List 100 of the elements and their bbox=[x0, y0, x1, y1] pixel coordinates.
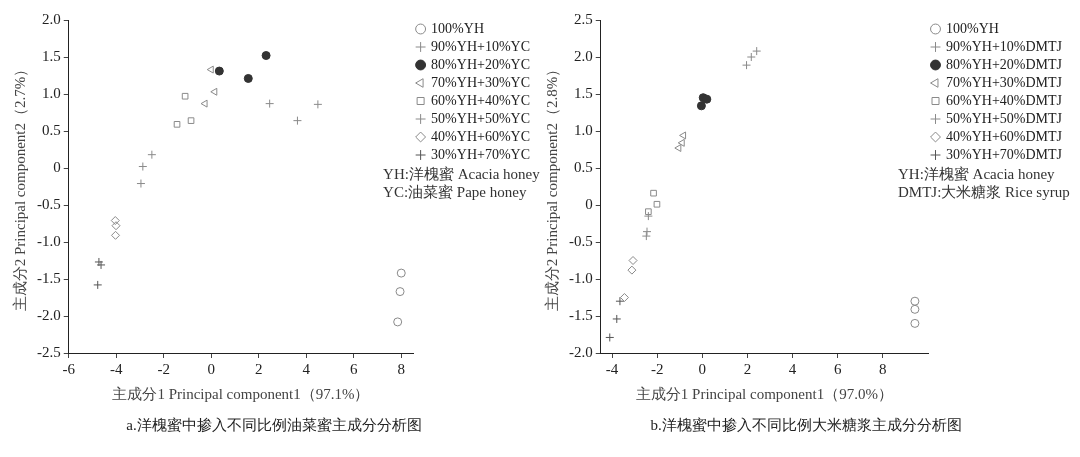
text: b.洋槐蜜中掺入不同比例大米糖浆主成分分析图 bbox=[649, 416, 963, 435]
x-tick-label: 8 bbox=[879, 360, 887, 377]
annotation: YH:洋槐蜜 Acacia honey bbox=[383, 166, 541, 183]
y-tick-label: -2.0 bbox=[569, 343, 593, 360]
point bbox=[111, 221, 121, 231]
x-tick-label: 0 bbox=[207, 360, 215, 377]
y-tick-label: 1.5 bbox=[42, 47, 61, 64]
y-tick-label: 1.0 bbox=[574, 121, 593, 138]
point bbox=[910, 318, 920, 328]
y-tick-label: 2.5 bbox=[574, 10, 593, 27]
x-tick-label: 0 bbox=[698, 360, 707, 377]
point bbox=[181, 92, 189, 100]
y-tick-label: -1.0 bbox=[37, 232, 61, 249]
legend-label: 90%YH+10%DMTJ bbox=[946, 38, 1063, 54]
y-tick-label: 1.5 bbox=[574, 84, 593, 101]
point bbox=[619, 293, 629, 302]
y-tick-label: 0 bbox=[585, 195, 593, 212]
y-tick-label: -2.5 bbox=[37, 343, 61, 360]
x-tick-label: 8 bbox=[397, 360, 405, 377]
y-tick-label: 2.0 bbox=[574, 47, 593, 64]
x-tick-label: -4 bbox=[109, 360, 123, 377]
x-tick-label: 2 bbox=[254, 360, 263, 377]
legend-label: 80%YH+20%DMTJ bbox=[946, 56, 1063, 72]
x-tick-label: 6 bbox=[833, 360, 842, 377]
legend-label: 80%YH+20%YC bbox=[431, 56, 530, 72]
x-tick-label: -2 bbox=[650, 360, 664, 377]
y-tick-label: 1.0 bbox=[42, 84, 61, 101]
point bbox=[111, 230, 121, 240]
annotation: DMTJ:大米糖浆 Rice syrup bbox=[898, 184, 1070, 201]
legend-label: 70%YH+30%DMTJ bbox=[946, 74, 1063, 90]
y-tick-label: 0 bbox=[53, 158, 61, 175]
point bbox=[910, 296, 920, 306]
legend-label: 30%YH+70%YC bbox=[431, 146, 530, 162]
point bbox=[313, 99, 323, 109]
legend-label: 70%YH+30%YC bbox=[431, 74, 530, 90]
point bbox=[395, 287, 405, 297]
point bbox=[206, 65, 214, 74]
x-tick-label: -2 bbox=[157, 360, 170, 377]
legend-label: 60%YH+40%DMTJ bbox=[946, 92, 1063, 108]
point bbox=[679, 131, 687, 140]
y-tick-label: -1.0 bbox=[569, 269, 593, 286]
point bbox=[147, 150, 157, 160]
point bbox=[214, 66, 224, 76]
legend-label: 90%YH+10%YC bbox=[431, 38, 530, 54]
point bbox=[628, 256, 638, 265]
point bbox=[612, 314, 622, 324]
point bbox=[696, 101, 706, 111]
x-tick-label: -4 bbox=[605, 360, 619, 377]
point bbox=[110, 216, 120, 226]
point bbox=[187, 117, 195, 124]
point bbox=[674, 144, 682, 152]
x-tick-label: 2 bbox=[743, 360, 752, 377]
y-axis-title: 主成分2 Principal component2（2.7%） bbox=[11, 61, 28, 312]
point bbox=[910, 304, 920, 314]
y-tick-label: -2.0 bbox=[37, 306, 61, 323]
legend-label: 60%YH+40%YC bbox=[431, 92, 530, 108]
point bbox=[173, 121, 181, 128]
y-tick-label: -1.5 bbox=[569, 306, 593, 323]
x-axis-title: 主成分1 Principal component1（97.1%） bbox=[112, 385, 370, 402]
point bbox=[645, 208, 652, 215]
point bbox=[643, 211, 653, 221]
point bbox=[642, 227, 652, 237]
point bbox=[653, 200, 661, 208]
point bbox=[677, 138, 685, 147]
point bbox=[752, 46, 762, 56]
legend-label: 50%YH+50%YC bbox=[431, 110, 530, 126]
y-tick-label: 0.5 bbox=[574, 158, 593, 175]
point bbox=[243, 73, 253, 83]
legend-label: 30%YH+70%DMTJ bbox=[946, 146, 1063, 162]
y-tick-label: 2.0 bbox=[42, 10, 61, 27]
point bbox=[605, 332, 615, 342]
annotation: YC:油菜蜜 Pape honey bbox=[383, 184, 527, 201]
point bbox=[615, 296, 625, 306]
legend-label: 40%YH+60%YC bbox=[431, 128, 530, 144]
x-tick-label: 6 bbox=[349, 360, 358, 377]
legend-label: 50%YH+50%DMTJ bbox=[946, 110, 1063, 126]
point bbox=[393, 317, 403, 327]
y-tick-label: -1.5 bbox=[37, 269, 61, 286]
legend-label: 100%YH bbox=[431, 20, 484, 36]
y-tick-label: 0.5 bbox=[42, 121, 61, 138]
x-tick-label: 4 bbox=[302, 360, 311, 377]
x-tick-label: 4 bbox=[788, 360, 797, 377]
point bbox=[702, 94, 712, 104]
point bbox=[746, 52, 756, 62]
legend-label: 40%YH+60%DMTJ bbox=[946, 128, 1063, 144]
point bbox=[650, 189, 657, 197]
point bbox=[396, 268, 406, 278]
x-axis-title: 主成分1 Principal component1（97.0%） bbox=[635, 385, 893, 402]
text: a.洋槐蜜中掺入不同比例油菜蜜主成分分析图 bbox=[125, 416, 423, 435]
point bbox=[265, 99, 275, 109]
point bbox=[210, 87, 218, 96]
point bbox=[261, 51, 271, 61]
annotation: YH:洋槐蜜 Acacia honey bbox=[898, 166, 1056, 183]
y-tick-label: -0.5 bbox=[569, 232, 593, 249]
legend-label: 100%YH bbox=[946, 20, 999, 36]
point bbox=[93, 280, 103, 290]
point bbox=[292, 116, 302, 126]
y-tick-label: -0.5 bbox=[37, 195, 61, 212]
point bbox=[200, 99, 208, 108]
point bbox=[641, 231, 651, 241]
